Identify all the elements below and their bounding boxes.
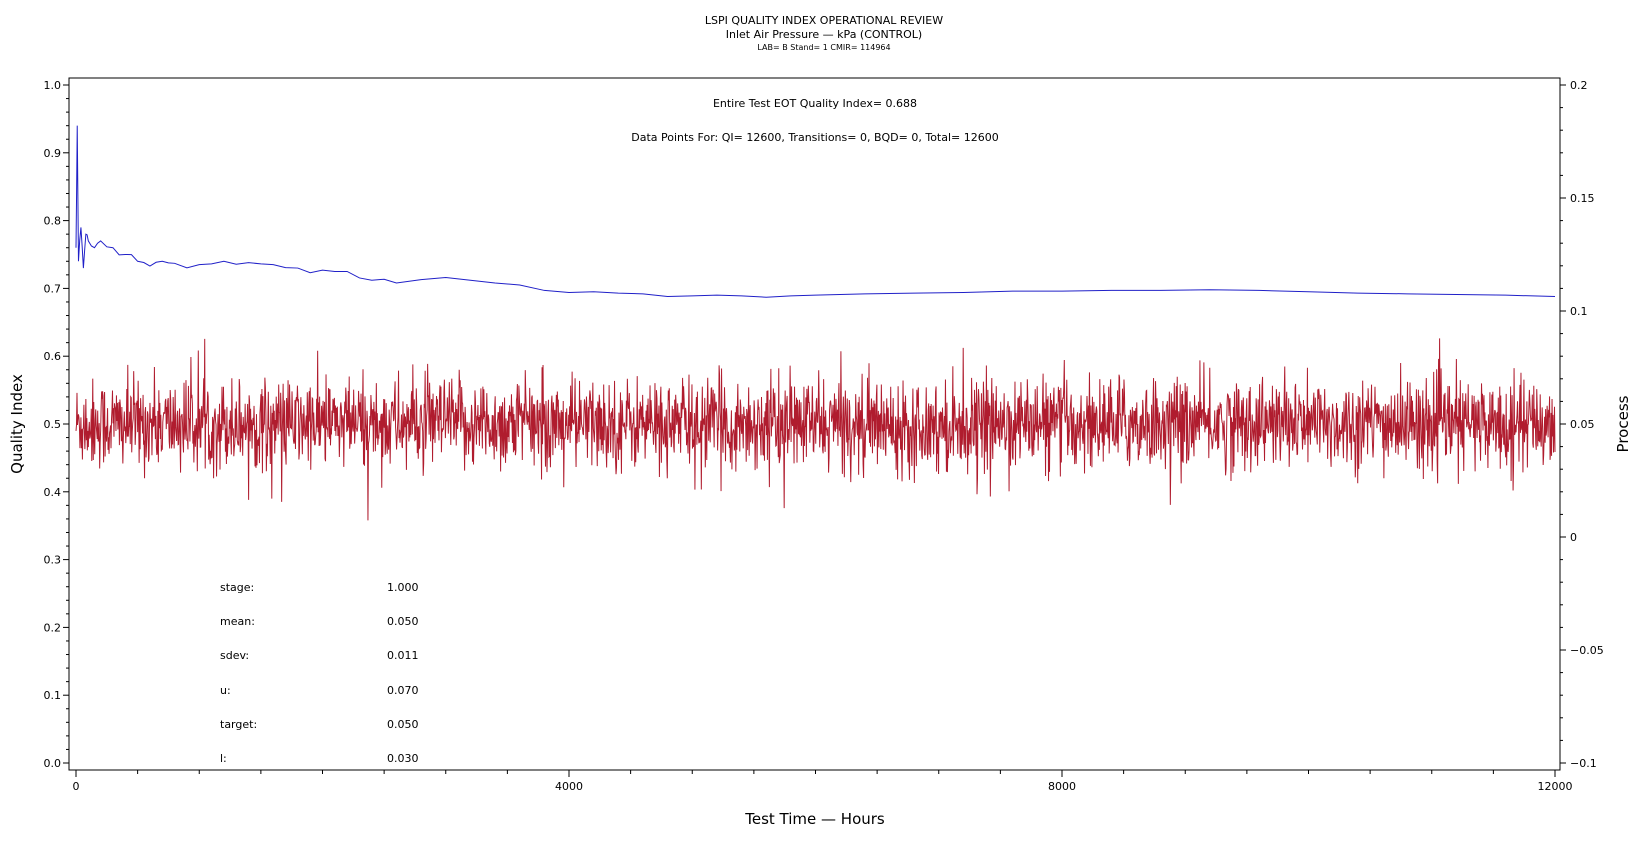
- y-right-tick-label: 0.05: [1570, 418, 1595, 431]
- stat-value-sdev: 0.011: [387, 649, 419, 662]
- chart-subtitle-small: LAB= B Stand= 1 CMIR= 114964: [757, 43, 890, 52]
- y-left-tick-label: 0.0: [44, 757, 62, 770]
- stat-value-target: 0.050: [387, 718, 419, 731]
- y-right-tick-label: 0.1: [1570, 305, 1588, 318]
- annotation-quality-index: Entire Test EOT Quality Index= 0.688: [713, 97, 917, 110]
- y-left-tick-label: 0.2: [44, 621, 62, 634]
- stat-value-mean: 0.050: [387, 615, 419, 628]
- y-right-tick-label: −0.1: [1570, 757, 1597, 770]
- process-line: [75, 338, 1556, 521]
- y-left-tick-label: 1.0: [44, 79, 62, 92]
- stat-label-sdev: sdev:: [220, 649, 249, 662]
- y-left-tick-label: 0.8: [44, 215, 62, 228]
- y-right-tick-label: 0.15: [1570, 192, 1595, 205]
- stat-value-u: 0.070: [387, 684, 419, 697]
- y-axis-left: 0.0 0.1 0.2 0.3 0.4 0.5 0.6 0.7 0.8 0.9 1.0: [44, 79, 69, 770]
- y-left-tick-label: 0.6: [44, 350, 62, 363]
- x-tick-label: 12000: [1538, 780, 1573, 793]
- chart-subtitle: Inlet Air Pressure — kPa (CONTROL): [726, 28, 922, 41]
- stat-label-l: l:: [220, 752, 227, 765]
- y-left-tick-label: 0.4: [44, 486, 62, 499]
- annotation-data-points: Data Points For: QI= 12600, Transitions=…: [631, 131, 999, 144]
- stat-value-stage: 1.000: [387, 581, 419, 594]
- y-left-tick-label: 0.3: [44, 554, 62, 567]
- y-left-tick-label: 0.5: [44, 418, 62, 431]
- chart-title: LSPI QUALITY INDEX OPERATIONAL REVIEW: [705, 14, 943, 27]
- stat-label-u: u:: [220, 684, 231, 697]
- x-axis-title: Test Time — Hours: [744, 810, 885, 828]
- stat-label-target: target:: [220, 718, 257, 731]
- y-left-tick-label: 0.9: [44, 147, 62, 160]
- y-axis-right: −0.1 −0.05 0 0.05 0.1 0.15 0.2: [1560, 79, 1604, 770]
- x-axis: 0 4000 8000 12000: [73, 770, 1573, 793]
- y-right-tick-label: 0: [1570, 531, 1577, 544]
- x-tick-label: 4000: [555, 780, 583, 793]
- quality-index-line: [75, 125, 1556, 298]
- y-left-tick-label: 0.7: [44, 282, 62, 295]
- stat-label-mean: mean:: [220, 615, 255, 628]
- y-left-tick-label: 0.1: [44, 689, 62, 702]
- x-tick-label: 0: [73, 780, 80, 793]
- stat-label-stage: stage:: [220, 581, 254, 594]
- stat-value-l: 0.030: [387, 752, 419, 765]
- y-right-tick-label: 0.2: [1570, 79, 1588, 92]
- y-right-tick-label: −0.05: [1570, 644, 1604, 657]
- y-axis-right-title: Process: [1614, 395, 1632, 452]
- process-series: [75, 338, 1556, 521]
- x-tick-label: 8000: [1048, 780, 1076, 793]
- stats-table: stage: 1.000 mean: 0.050 sdev: 0.011 u: …: [220, 581, 419, 765]
- y-axis-left-title: Quality Index: [8, 374, 26, 474]
